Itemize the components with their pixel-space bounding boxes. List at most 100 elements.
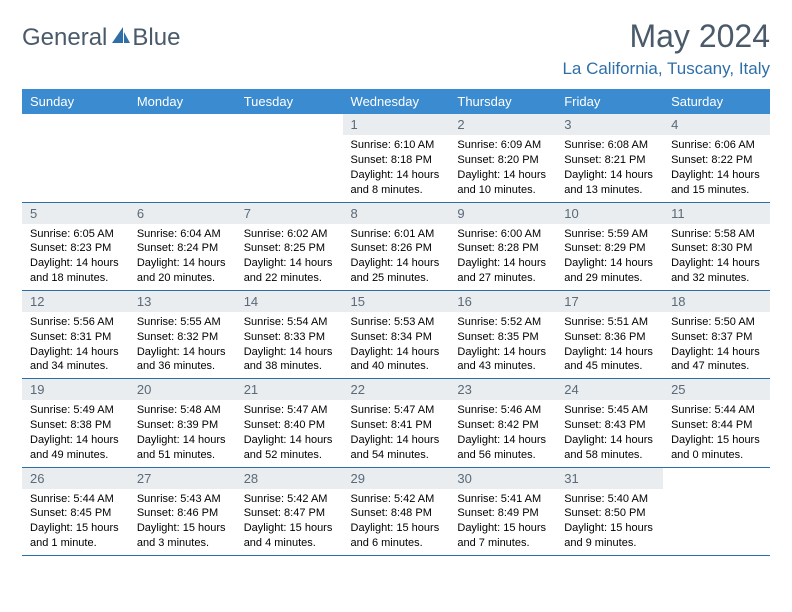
day-details: Sunrise: 5:55 AMSunset: 8:32 PMDaylight:… <box>129 312 236 378</box>
calendar-day-cell: 15Sunrise: 5:53 AMSunset: 8:34 PMDayligh… <box>343 290 450 378</box>
day-number: 12 <box>22 291 129 312</box>
day-details: Sunrise: 5:53 AMSunset: 8:34 PMDaylight:… <box>343 312 450 378</box>
day-details: Sunrise: 5:41 AMSunset: 8:49 PMDaylight:… <box>449 489 556 555</box>
day-number: 31 <box>556 468 663 489</box>
day-number: 5 <box>22 203 129 224</box>
calendar-day-cell: 22Sunrise: 5:47 AMSunset: 8:41 PMDayligh… <box>343 379 450 467</box>
calendar-day-cell <box>129 114 236 202</box>
day-details: Sunrise: 6:08 AMSunset: 8:21 PMDaylight:… <box>556 135 663 201</box>
calendar-day-cell: 29Sunrise: 5:42 AMSunset: 8:48 PMDayligh… <box>343 467 450 555</box>
logo: General Blue <box>22 18 180 52</box>
day-number: 21 <box>236 379 343 400</box>
calendar-day-cell: 6Sunrise: 6:04 AMSunset: 8:24 PMDaylight… <box>129 202 236 290</box>
calendar-day-cell: 31Sunrise: 5:40 AMSunset: 8:50 PMDayligh… <box>556 467 663 555</box>
calendar-day-cell: 3Sunrise: 6:08 AMSunset: 8:21 PMDaylight… <box>556 114 663 202</box>
logo-text-1: General <box>22 24 107 52</box>
calendar-day-cell: 21Sunrise: 5:47 AMSunset: 8:40 PMDayligh… <box>236 379 343 467</box>
day-number: 1 <box>343 114 450 135</box>
calendar-day-cell: 14Sunrise: 5:54 AMSunset: 8:33 PMDayligh… <box>236 290 343 378</box>
day-details: Sunrise: 5:58 AMSunset: 8:30 PMDaylight:… <box>663 224 770 290</box>
calendar-day-cell: 11Sunrise: 5:58 AMSunset: 8:30 PMDayligh… <box>663 202 770 290</box>
day-details: Sunrise: 6:01 AMSunset: 8:26 PMDaylight:… <box>343 224 450 290</box>
day-details: Sunrise: 5:51 AMSunset: 8:36 PMDaylight:… <box>556 312 663 378</box>
calendar-day-cell: 26Sunrise: 5:44 AMSunset: 8:45 PMDayligh… <box>22 467 129 555</box>
day-number: 30 <box>449 468 556 489</box>
day-number: 24 <box>556 379 663 400</box>
calendar-day-cell: 1Sunrise: 6:10 AMSunset: 8:18 PMDaylight… <box>343 114 450 202</box>
day-details: Sunrise: 5:46 AMSunset: 8:42 PMDaylight:… <box>449 400 556 466</box>
header: General Blue May 2024 La California, Tus… <box>22 18 770 79</box>
sail-icon <box>109 24 131 52</box>
day-details: Sunrise: 5:52 AMSunset: 8:35 PMDaylight:… <box>449 312 556 378</box>
calendar-day-cell <box>663 467 770 555</box>
day-number: 15 <box>343 291 450 312</box>
title-block: May 2024 La California, Tuscany, Italy <box>562 18 770 79</box>
day-number: 18 <box>663 291 770 312</box>
weekday-header: Tuesday <box>236 89 343 114</box>
calendar-day-cell: 30Sunrise: 5:41 AMSunset: 8:49 PMDayligh… <box>449 467 556 555</box>
weekday-header-row: SundayMondayTuesdayWednesdayThursdayFrid… <box>22 89 770 114</box>
calendar-day-cell: 13Sunrise: 5:55 AMSunset: 8:32 PMDayligh… <box>129 290 236 378</box>
weekday-header: Friday <box>556 89 663 114</box>
day-number: 14 <box>236 291 343 312</box>
day-number: 13 <box>129 291 236 312</box>
day-number: 11 <box>663 203 770 224</box>
calendar-table: SundayMondayTuesdayWednesdayThursdayFrid… <box>22 89 770 556</box>
day-details: Sunrise: 6:06 AMSunset: 8:22 PMDaylight:… <box>663 135 770 201</box>
day-number: 3 <box>556 114 663 135</box>
weekday-header: Sunday <box>22 89 129 114</box>
day-number: 25 <box>663 379 770 400</box>
day-number: 27 <box>129 468 236 489</box>
calendar-day-cell: 12Sunrise: 5:56 AMSunset: 8:31 PMDayligh… <box>22 290 129 378</box>
day-number: 16 <box>449 291 556 312</box>
calendar-day-cell: 24Sunrise: 5:45 AMSunset: 8:43 PMDayligh… <box>556 379 663 467</box>
logo-text-2: Blue <box>132 24 180 52</box>
weekday-header: Thursday <box>449 89 556 114</box>
calendar-day-cell: 4Sunrise: 6:06 AMSunset: 8:22 PMDaylight… <box>663 114 770 202</box>
day-details: Sunrise: 5:45 AMSunset: 8:43 PMDaylight:… <box>556 400 663 466</box>
day-details: Sunrise: 6:10 AMSunset: 8:18 PMDaylight:… <box>343 135 450 201</box>
day-details: Sunrise: 6:02 AMSunset: 8:25 PMDaylight:… <box>236 224 343 290</box>
calendar-day-cell: 8Sunrise: 6:01 AMSunset: 8:26 PMDaylight… <box>343 202 450 290</box>
calendar-week-row: 1Sunrise: 6:10 AMSunset: 8:18 PMDaylight… <box>22 114 770 202</box>
day-details: Sunrise: 6:09 AMSunset: 8:20 PMDaylight:… <box>449 135 556 201</box>
day-details: Sunrise: 5:47 AMSunset: 8:41 PMDaylight:… <box>343 400 450 466</box>
day-number: 8 <box>343 203 450 224</box>
calendar-day-cell: 18Sunrise: 5:50 AMSunset: 8:37 PMDayligh… <box>663 290 770 378</box>
day-details: Sunrise: 5:42 AMSunset: 8:47 PMDaylight:… <box>236 489 343 555</box>
day-details: Sunrise: 5:56 AMSunset: 8:31 PMDaylight:… <box>22 312 129 378</box>
day-number: 17 <box>556 291 663 312</box>
weekday-header: Wednesday <box>343 89 450 114</box>
day-details: Sunrise: 5:42 AMSunset: 8:48 PMDaylight:… <box>343 489 450 555</box>
day-number: 19 <box>22 379 129 400</box>
day-number: 9 <box>449 203 556 224</box>
calendar-day-cell: 5Sunrise: 6:05 AMSunset: 8:23 PMDaylight… <box>22 202 129 290</box>
day-details: Sunrise: 6:00 AMSunset: 8:28 PMDaylight:… <box>449 224 556 290</box>
day-number: 4 <box>663 114 770 135</box>
day-number: 22 <box>343 379 450 400</box>
calendar-day-cell: 20Sunrise: 5:48 AMSunset: 8:39 PMDayligh… <box>129 379 236 467</box>
day-details: Sunrise: 5:44 AMSunset: 8:44 PMDaylight:… <box>663 400 770 466</box>
calendar-day-cell: 27Sunrise: 5:43 AMSunset: 8:46 PMDayligh… <box>129 467 236 555</box>
calendar-day-cell: 10Sunrise: 5:59 AMSunset: 8:29 PMDayligh… <box>556 202 663 290</box>
calendar-week-row: 26Sunrise: 5:44 AMSunset: 8:45 PMDayligh… <box>22 467 770 555</box>
day-details: Sunrise: 5:40 AMSunset: 8:50 PMDaylight:… <box>556 489 663 555</box>
day-details: Sunrise: 6:05 AMSunset: 8:23 PMDaylight:… <box>22 224 129 290</box>
calendar-day-cell: 17Sunrise: 5:51 AMSunset: 8:36 PMDayligh… <box>556 290 663 378</box>
calendar-day-cell: 16Sunrise: 5:52 AMSunset: 8:35 PMDayligh… <box>449 290 556 378</box>
calendar-week-row: 5Sunrise: 6:05 AMSunset: 8:23 PMDaylight… <box>22 202 770 290</box>
day-details: Sunrise: 5:47 AMSunset: 8:40 PMDaylight:… <box>236 400 343 466</box>
day-number: 23 <box>449 379 556 400</box>
day-details: Sunrise: 6:04 AMSunset: 8:24 PMDaylight:… <box>129 224 236 290</box>
day-details: Sunrise: 5:50 AMSunset: 8:37 PMDaylight:… <box>663 312 770 378</box>
day-details: Sunrise: 5:54 AMSunset: 8:33 PMDaylight:… <box>236 312 343 378</box>
calendar-day-cell <box>236 114 343 202</box>
calendar-day-cell: 9Sunrise: 6:00 AMSunset: 8:28 PMDaylight… <box>449 202 556 290</box>
day-details: Sunrise: 5:59 AMSunset: 8:29 PMDaylight:… <box>556 224 663 290</box>
day-details: Sunrise: 5:44 AMSunset: 8:45 PMDaylight:… <box>22 489 129 555</box>
weekday-header: Saturday <box>663 89 770 114</box>
day-number: 28 <box>236 468 343 489</box>
day-number: 7 <box>236 203 343 224</box>
day-details: Sunrise: 5:43 AMSunset: 8:46 PMDaylight:… <box>129 489 236 555</box>
day-number: 29 <box>343 468 450 489</box>
